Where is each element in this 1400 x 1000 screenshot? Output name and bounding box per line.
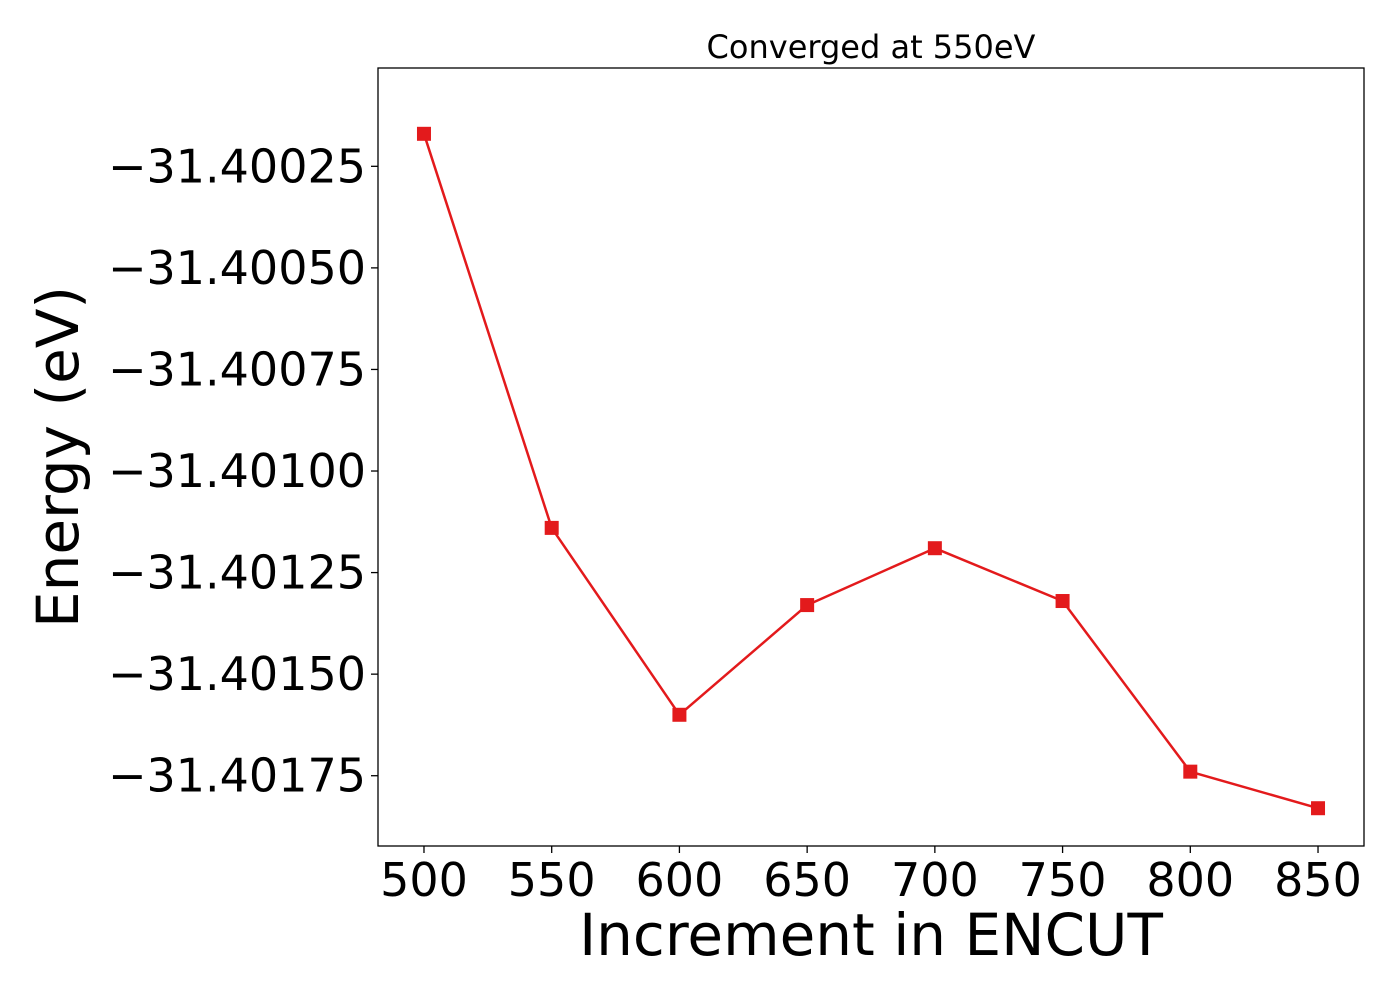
plot-area: [378, 68, 1364, 846]
x-tick-label: 800: [1146, 853, 1234, 907]
x-tick-label: 750: [1019, 853, 1107, 907]
data-point-marker: [545, 521, 559, 535]
y-tick-label: −31.40100: [108, 444, 366, 498]
y-tick-label: −31.40050: [108, 241, 366, 295]
y-tick-label: −31.40025: [108, 139, 366, 193]
plot-border: [378, 68, 1364, 846]
x-tick-label: 700: [891, 853, 979, 907]
data-point-marker: [1311, 801, 1325, 815]
y-tick-label: −31.40175: [108, 749, 366, 803]
data-point-marker: [417, 127, 431, 141]
y-tick-label: −31.40075: [108, 342, 366, 396]
data-point-marker: [928, 541, 942, 555]
y-tick-label: −31.40150: [108, 647, 366, 701]
x-tick-label: 550: [508, 853, 596, 907]
x-tick-label: 850: [1274, 853, 1362, 907]
series-layer: [417, 127, 1325, 815]
y-axis-label: Energy (eV): [24, 286, 92, 628]
x-axis-label: Increment in ENCUT: [579, 901, 1163, 969]
data-point-marker: [1056, 594, 1070, 608]
x-tick-label: 500: [380, 853, 468, 907]
y-tick-label: −31.40125: [108, 546, 366, 600]
x-tick-label: 600: [636, 853, 724, 907]
chart-title: Converged at 550eV: [707, 28, 1036, 66]
series-line: [424, 134, 1318, 808]
data-point-marker: [1183, 765, 1197, 779]
x-tick-label: 650: [763, 853, 851, 907]
data-point-marker: [800, 598, 814, 612]
data-point-marker: [672, 708, 686, 722]
x-axis: 500 550 600 650 700 750 800 850: [380, 846, 1362, 907]
y-axis: −31.40025 −31.40050 −31.40075 −31.40100 −31.…: [108, 139, 378, 802]
